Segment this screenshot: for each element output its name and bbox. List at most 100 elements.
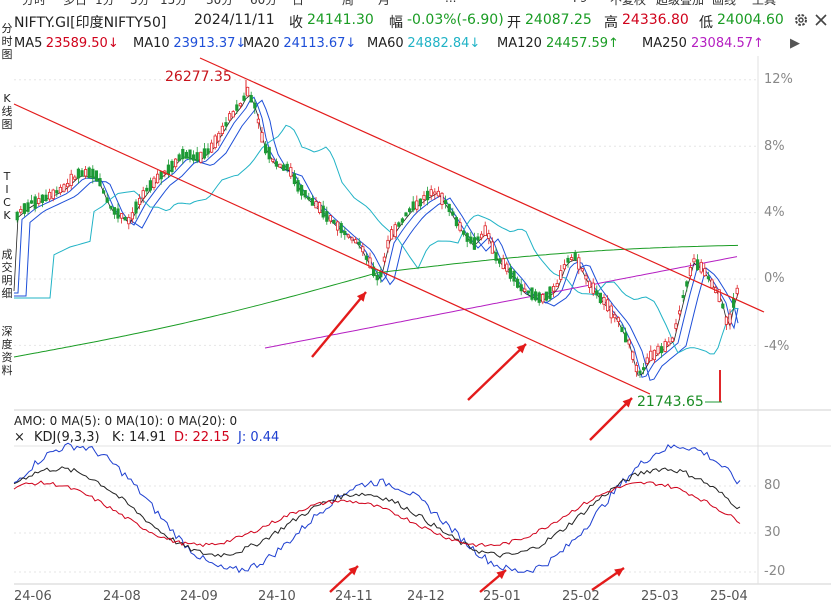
candle xyxy=(541,294,545,303)
top-tab-9[interactable]: 月 xyxy=(378,0,391,7)
candle xyxy=(15,211,19,221)
x-tick-label: 24-08 xyxy=(103,589,141,604)
top-tab-13[interactable]: 超级叠加 xyxy=(656,0,705,7)
left-nav-char[interactable]: 料 xyxy=(1,364,13,377)
candle xyxy=(422,195,426,200)
top-tab-6[interactable]: 60分 xyxy=(250,0,278,7)
top-tab-10[interactable]: ... xyxy=(445,0,456,5)
left-nav-char[interactable]: K xyxy=(3,209,11,222)
candle xyxy=(155,173,160,184)
candle xyxy=(670,337,675,342)
candle xyxy=(584,275,588,280)
left-nav-char[interactable]: 细 xyxy=(1,287,13,300)
candle xyxy=(242,95,246,101)
candle xyxy=(173,158,178,168)
candle xyxy=(555,283,559,288)
candle xyxy=(361,246,365,253)
left-nav-char[interactable]: 资 xyxy=(1,351,13,364)
top-tab-14[interactable]: 画线 xyxy=(712,0,737,7)
candle xyxy=(469,236,473,244)
x-tick-label: 24-09 xyxy=(180,589,218,604)
candle xyxy=(566,257,570,263)
ma-value-ma60: 24882.84↓ xyxy=(407,36,481,51)
left-nav-char[interactable]: 图 xyxy=(1,118,13,131)
candle xyxy=(501,258,505,269)
candle xyxy=(458,222,462,231)
candle xyxy=(166,164,170,175)
ma20-line xyxy=(14,99,739,381)
left-nav-char[interactable]: 成 xyxy=(1,248,13,261)
candle xyxy=(120,213,124,219)
left-nav-char[interactable]: C xyxy=(3,196,11,209)
candle xyxy=(516,278,520,288)
candle xyxy=(721,303,725,309)
top-tab-2[interactable]: 1分 xyxy=(95,0,115,7)
candle xyxy=(472,237,477,250)
left-nav-char[interactable]: 交 xyxy=(1,261,13,274)
candle xyxy=(433,191,437,195)
y-tick-label: 0% xyxy=(764,271,785,286)
candle xyxy=(91,168,95,179)
left-nav-char[interactable]: 分 xyxy=(1,22,13,35)
top-tab-12[interactable]: 不复权 xyxy=(610,0,647,7)
candle xyxy=(307,196,311,200)
ma-label-ma60: MA60 xyxy=(367,36,404,51)
left-nav-char[interactable]: 度 xyxy=(1,338,13,351)
top-tab-4[interactable]: 15分 xyxy=(160,0,188,7)
candle xyxy=(580,268,585,272)
gear-icon[interactable] xyxy=(793,12,809,28)
top-tab-1[interactable]: 多日 xyxy=(63,0,88,7)
candle xyxy=(548,286,552,300)
top-tab-7[interactable]: 日 xyxy=(292,0,305,7)
left-nav-char[interactable]: T xyxy=(3,170,11,183)
left-nav-char[interactable]: 明 xyxy=(1,274,13,287)
left-nav-char[interactable]: K xyxy=(3,92,11,105)
left-nav-char[interactable]: 线 xyxy=(1,105,13,118)
candle xyxy=(368,257,372,269)
candle xyxy=(674,323,678,329)
candle xyxy=(451,211,455,216)
close-icon[interactable] xyxy=(814,13,828,27)
candle xyxy=(638,370,642,374)
change-label: 幅 xyxy=(389,15,403,31)
candle xyxy=(609,305,613,319)
open-value: 24087.25 xyxy=(525,12,592,28)
y-tick-label: 8% xyxy=(764,139,785,154)
candle xyxy=(465,233,469,242)
kdj-d: D: 22.15 xyxy=(174,430,230,445)
top-tab-15[interactable]: 工具 xyxy=(752,0,777,7)
high-label: 高 xyxy=(604,15,618,31)
top-tab-11[interactable]: F9 xyxy=(573,0,588,5)
top-tab-8[interactable]: 周 xyxy=(342,0,355,7)
quote-date: 2024/11/11 xyxy=(194,12,275,28)
candle xyxy=(148,180,152,191)
candle xyxy=(80,170,84,177)
x-tick-label: 25-02 xyxy=(562,589,600,604)
left-nav-char[interactable]: 图 xyxy=(1,48,13,61)
ma-value-ma5: 23589.50↓ xyxy=(45,36,119,51)
kdj-close-icon[interactable]: × xyxy=(14,430,25,445)
candle xyxy=(325,211,329,222)
candle xyxy=(289,167,293,177)
kdj-tick-label: 80 xyxy=(764,478,781,493)
left-nav-char[interactable]: 深 xyxy=(1,325,13,338)
top-tab-3[interactable]: 5分 xyxy=(130,0,150,7)
candle xyxy=(19,209,23,213)
left-nav-char[interactable]: I xyxy=(5,183,9,196)
ma-label-ma20: MA20 xyxy=(243,36,280,51)
top-tab-5[interactable]: 30分 xyxy=(206,0,234,7)
ma-more-icon[interactable]: ▶ xyxy=(790,36,800,51)
candle xyxy=(703,268,707,277)
candle xyxy=(235,104,239,111)
candle xyxy=(685,281,689,287)
candle xyxy=(429,189,433,197)
candle xyxy=(552,285,556,292)
candle xyxy=(199,151,203,163)
candle xyxy=(249,95,253,103)
top-tab-0[interactable]: 分时 xyxy=(22,0,47,7)
candle xyxy=(159,171,163,180)
left-nav-char[interactable]: 时 xyxy=(1,35,13,48)
